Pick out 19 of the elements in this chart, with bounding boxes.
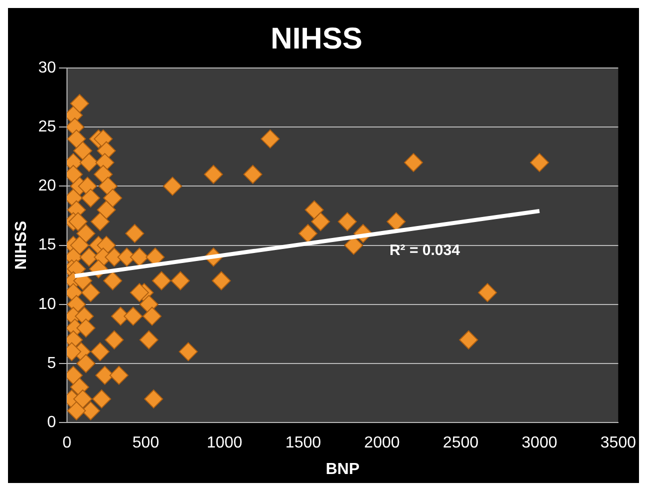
annotation: R² = 0.034 [389, 242, 461, 259]
x-tick-label: 500 [132, 434, 160, 452]
y-axis-title: NIHSS [13, 220, 30, 270]
x-tick-label: 3500 [600, 434, 636, 452]
x-tick-label: 1000 [206, 434, 242, 452]
y-tick-label: 0 [47, 414, 56, 432]
y-tick-label: 5 [47, 354, 56, 372]
y-tick-label: 10 [38, 296, 56, 313]
chart-title: NIHSS [270, 22, 362, 56]
y-tick-label: 30 [38, 59, 56, 76]
x-tick-label: 2500 [442, 434, 479, 452]
x-axis-title: BNP [326, 460, 360, 478]
x-tick-label: 1500 [285, 434, 322, 452]
y-tick-label: 15 [38, 236, 56, 254]
y-tick-label: 25 [38, 118, 56, 136]
x-tick-label: 2000 [364, 434, 400, 452]
y-tick-label: 20 [38, 178, 56, 195]
x-tick-label: 0 [62, 434, 72, 452]
x-tick-label: 3000 [522, 434, 558, 452]
